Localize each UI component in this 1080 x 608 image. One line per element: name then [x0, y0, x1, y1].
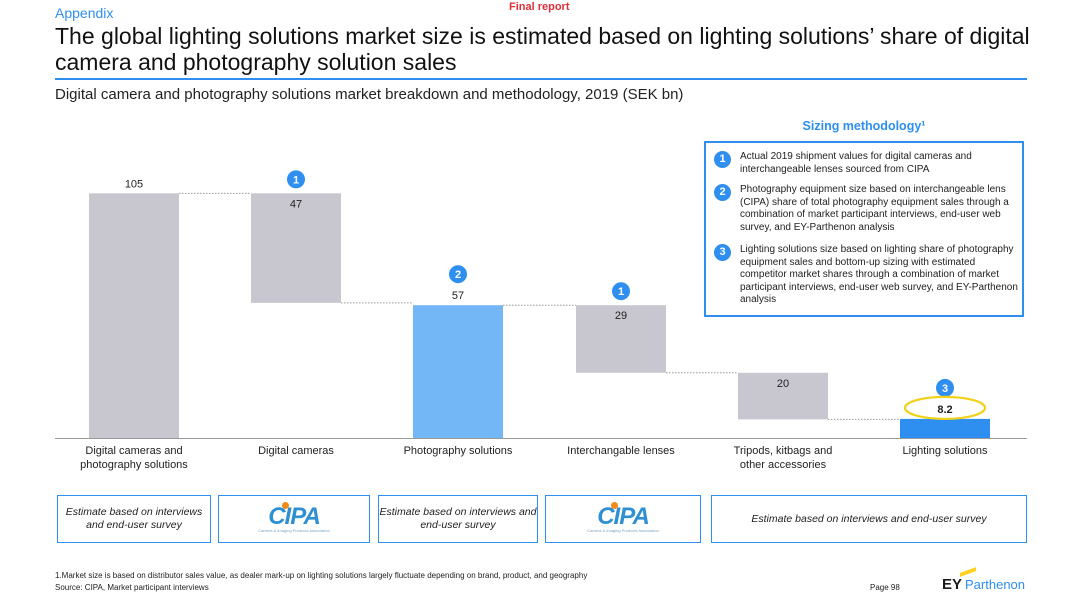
chart-subtitle: Digital camera and photography solutions… [55, 86, 684, 103]
bar-value-label: 20 [777, 378, 789, 390]
report-label: Final report [509, 1, 570, 13]
footnote: 1.Market size is based on distributor sa… [55, 571, 588, 580]
source-note: Source: CIPA, Market participant intervi… [55, 583, 209, 592]
category-label: Photography solutions [404, 445, 513, 457]
step-marker-badge [612, 282, 630, 301]
methodology-text: Actual 2019 shipment values for digital … [740, 151, 972, 175]
bar-value-label: 8.2 [937, 404, 952, 416]
step-number-badge: 1 [714, 151, 731, 168]
source-estimate-box: Estimate based on interviews and end-use… [378, 495, 538, 543]
cipa-logo-subtitle: Camera & Imaging Products Association [587, 527, 659, 533]
title-divider [55, 78, 1027, 80]
source-estimate-text: Estimate based on interviews and end-use… [751, 512, 987, 525]
step-number-badge: 3 [714, 244, 731, 261]
page-title: The global lighting solutions market siz… [55, 23, 1030, 75]
bar-4 [738, 372, 828, 420]
bar-value-label: 105 [125, 178, 143, 190]
category-label: Tripods, kitbags and other accessories [734, 445, 833, 471]
section-label: Appendix [55, 5, 114, 21]
methodology-text: Photography equipment size based on inte… [740, 184, 1009, 233]
category-label: Interchangable lenses [567, 445, 675, 457]
category-label: Digital cameras and photography solutions [80, 445, 188, 471]
source-cipa-box: CIPA Camera & Imaging Products Associati… [545, 495, 701, 543]
cipa-logo: CIPA [268, 501, 321, 530]
bar-3 [576, 305, 666, 373]
step-marker-badge [449, 265, 467, 284]
step-marker-badge [287, 170, 305, 189]
source-cipa-box: CIPA Camera & Imaging Products Associati… [218, 495, 370, 543]
source-estimate-box-wide: Estimate based on interviews and end-use… [711, 495, 1027, 543]
bar-0 [89, 193, 179, 438]
bar-2 [413, 305, 503, 438]
category-label: Digital cameras [258, 445, 334, 457]
category-label: Lighting solutions [902, 445, 988, 457]
step-number-badge: 2 [714, 184, 731, 201]
methodology-text: Lighting solutions size based on lightin… [740, 244, 1018, 305]
source-estimate-text: Estimate based on interviews and end-use… [379, 506, 537, 531]
bar-value-label: 47 [290, 198, 302, 210]
methodology-heading: Sizing methodology¹ [802, 119, 926, 133]
ey-parthenon-logo: EY Parthenon [942, 576, 1026, 593]
source-estimate-box: Estimate based on interviews and end-use… [57, 495, 211, 543]
cipa-logo-dot [282, 501, 290, 509]
bar-1 [251, 193, 341, 303]
highlight-ellipse [903, 395, 987, 420]
step-marker-badge [936, 378, 954, 397]
step-marker-number: 1 [293, 174, 299, 186]
page-number: Page 98 [870, 583, 900, 592]
step-marker-number: 3 [942, 383, 948, 395]
step-marker-number: 2 [455, 269, 461, 281]
cipa-logo-subtitle: Camera & Imaging Products Association [258, 527, 330, 533]
source-estimate-text: Estimate based on interviews and end-use… [65, 506, 203, 531]
bar-value-label: 29 [615, 310, 627, 322]
cipa-logo-dot [611, 501, 619, 509]
bar-5 [900, 418, 990, 438]
methodology-box: 1 Actual 2019 shipment values for digita… [704, 141, 1024, 317]
bar-value-label: 57 [452, 290, 464, 302]
step-marker-number: 1 [618, 286, 624, 298]
cipa-logo: CIPA [597, 501, 650, 530]
